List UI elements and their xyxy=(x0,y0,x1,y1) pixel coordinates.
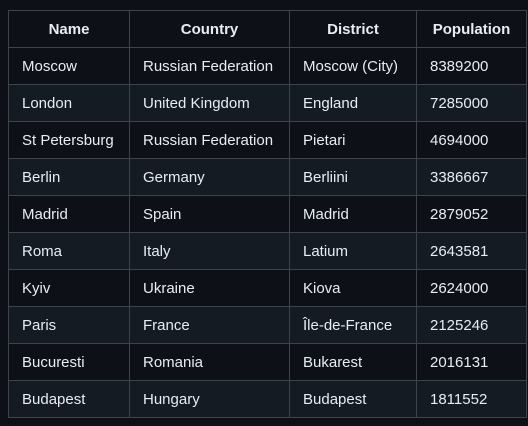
cell-country: Romania xyxy=(129,343,290,381)
cell-population: 2125246 xyxy=(416,306,527,344)
cell-name: London xyxy=(8,84,130,122)
cell-name: Berlin xyxy=(8,158,130,196)
table-row: Madrid Spain Madrid 2879052 xyxy=(8,195,527,233)
cell-name: Paris xyxy=(8,306,130,344)
column-header-district: District xyxy=(289,10,417,48)
table-row: Roma Italy Latium 2643581 xyxy=(8,232,527,270)
cell-district: Madrid xyxy=(289,195,417,233)
table-row: London United Kingdom England 7285000 xyxy=(8,84,527,122)
table-row: Budapest Hungary Budapest 1811552 xyxy=(8,380,527,418)
cell-population: 2643581 xyxy=(416,232,527,270)
cell-district: Moscow (City) xyxy=(289,47,417,85)
table-container: Name Country District Population Moscow R… xyxy=(8,10,527,418)
header-row: Name Country District Population xyxy=(8,10,527,48)
table-row: Kyiv Ukraine Kiova 2624000 xyxy=(8,269,527,307)
cell-district: Bukarest xyxy=(289,343,417,381)
cell-country: Germany xyxy=(129,158,290,196)
column-header-population: Population xyxy=(416,10,527,48)
cell-country: Hungary xyxy=(129,380,290,418)
cell-district: Latium xyxy=(289,232,417,270)
cell-population: 2879052 xyxy=(416,195,527,233)
table-row: St Petersburg Russian Federation Pietari 46… xyxy=(8,121,527,159)
cell-district: Île-de-France xyxy=(289,306,417,344)
table-header: Name Country District Population xyxy=(8,10,527,48)
table-row: Paris France Île-de-France 2125246 xyxy=(8,306,527,344)
cell-country: United Kingdom xyxy=(129,84,290,122)
cell-country: Russian Federation xyxy=(129,47,290,85)
cell-country: Spain xyxy=(129,195,290,233)
cell-name: Moscow xyxy=(8,47,130,85)
cell-country: France xyxy=(129,306,290,344)
cell-country: Russian Federation xyxy=(129,121,290,159)
cell-district: England xyxy=(289,84,417,122)
cell-district: Budapest xyxy=(289,380,417,418)
cell-name: Budapest xyxy=(8,380,130,418)
table-body: Moscow Russian Federation Moscow (City) 838… xyxy=(8,47,527,418)
column-header-country: Country xyxy=(129,10,290,48)
cell-name: Madrid xyxy=(8,195,130,233)
cell-population: 3386667 xyxy=(416,158,527,196)
cell-population: 2016131 xyxy=(416,343,527,381)
cell-population: 1811552 xyxy=(416,380,527,418)
cell-district: Pietari xyxy=(289,121,417,159)
table-row: Bucuresti Romania Bukarest 2016131 xyxy=(8,343,527,381)
table-row: Berlin Germany Berliini 3386667 xyxy=(8,158,527,196)
cell-country: Ukraine xyxy=(129,269,290,307)
cell-population: 8389200 xyxy=(416,47,527,85)
cell-name: Roma xyxy=(8,232,130,270)
table-row: Moscow Russian Federation Moscow (City) 838… xyxy=(8,47,527,85)
column-header-name: Name xyxy=(8,10,130,48)
cell-population: 2624000 xyxy=(416,269,527,307)
cell-population: 7285000 xyxy=(416,84,527,122)
cell-country: Italy xyxy=(129,232,290,270)
cell-name: Bucuresti xyxy=(8,343,130,381)
cell-name: St Petersburg xyxy=(8,121,130,159)
cell-district: Berliini xyxy=(289,158,417,196)
cell-name: Kyiv xyxy=(8,269,130,307)
cities-table: Name Country District Population Moscow R… xyxy=(8,10,527,418)
cell-population: 4694000 xyxy=(416,121,527,159)
cell-district: Kiova xyxy=(289,269,417,307)
